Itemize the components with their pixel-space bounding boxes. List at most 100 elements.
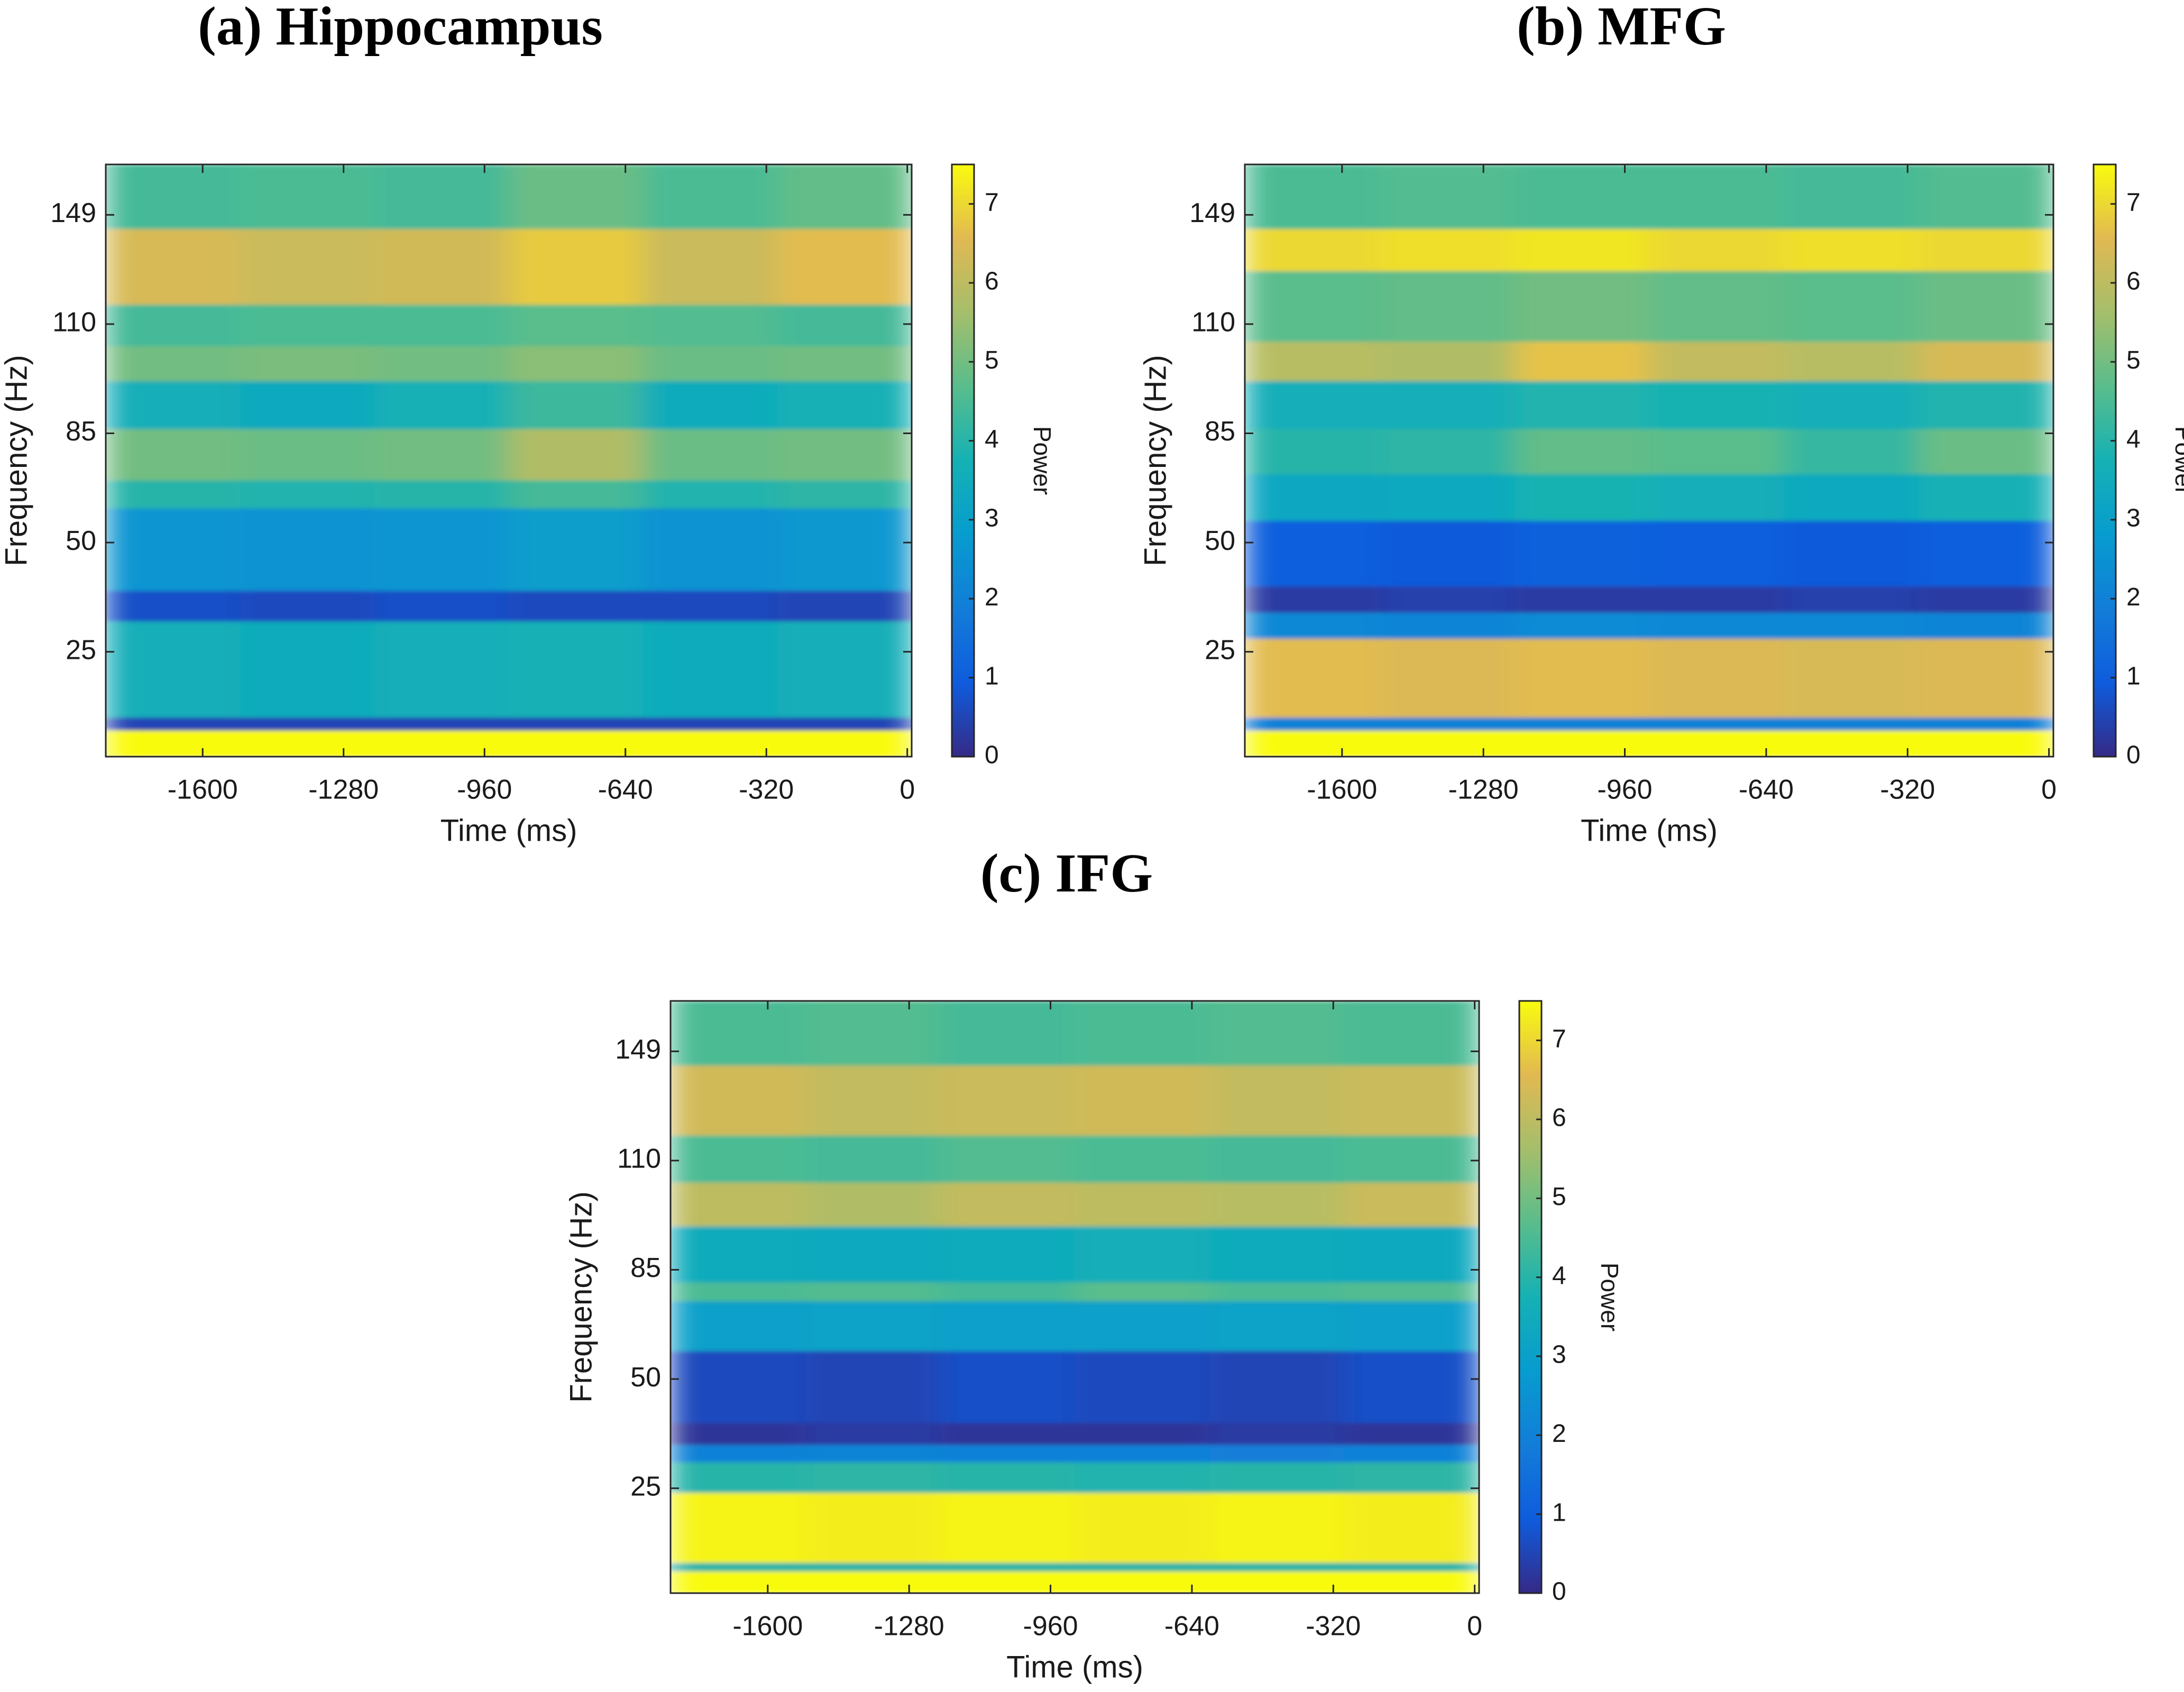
heatmap-cell [1514, 474, 1649, 521]
x-tick-label: -960 [457, 775, 512, 805]
panel-title: (c) IFG [980, 843, 1153, 904]
heatmap-cell [1245, 730, 1380, 757]
heatmap-cell [106, 508, 241, 591]
heatmap-cell [1075, 1065, 1210, 1136]
heatmap-cell [106, 228, 241, 305]
heatmap-cell [509, 228, 644, 305]
heatmap-cell [1379, 638, 1515, 718]
heatmap-cell [671, 1462, 806, 1493]
colorbar-tick-label: 4 [2126, 425, 2141, 453]
heatmap-cell [1784, 717, 1919, 731]
axes-frame [105, 163, 913, 758]
heatmap-cell [509, 304, 644, 346]
heatmap-cell [777, 346, 912, 381]
heatmap-cell [1514, 164, 1649, 229]
heatmap-cell [1514, 271, 1649, 342]
heatmap-cell [805, 1301, 941, 1351]
heatmap-cell [1209, 1301, 1345, 1351]
x-axis-label: Time (ms) [1006, 1650, 1143, 1684]
heatmap-cell [1209, 1562, 1345, 1572]
heatmap-cell [1245, 520, 1380, 587]
heatmap-cell [1919, 586, 2053, 613]
heatmap-cell [240, 508, 375, 591]
colorbar-tick-label: 7 [1552, 1025, 1566, 1053]
heatmap-cell [106, 590, 241, 622]
heatmap-cell [1919, 612, 2053, 639]
heatmap-cell [374, 508, 509, 591]
y-axis-label: Frequency (Hz) [0, 355, 33, 566]
heatmap-cell [374, 590, 509, 622]
x-axis-label: Time (ms) [441, 813, 577, 848]
y-tick-label: 149 [615, 1034, 661, 1065]
heatmap-cell [1075, 1001, 1210, 1066]
heatmap-cell [671, 1422, 806, 1445]
heatmap-cell [1919, 717, 2053, 731]
colorbar-tick-label: 3 [1552, 1341, 1566, 1369]
heatmap-cell [1649, 730, 1784, 757]
x-tick-label: -1600 [168, 775, 238, 805]
heatmap-cell [1075, 1562, 1210, 1572]
heatmap-cell [509, 508, 644, 591]
heatmap-cell [1784, 612, 1919, 639]
heatmap-cell [805, 1001, 941, 1066]
heatmap-cell [777, 730, 912, 757]
heatmap-cell [240, 346, 375, 381]
x-tick-label: -640 [598, 775, 653, 805]
heatmap-cell [1379, 730, 1515, 757]
heatmap-cell [940, 1350, 1075, 1423]
heatmap-cell [1784, 730, 1919, 757]
y-axis-label: Frequency (Hz) [1138, 355, 1172, 566]
heatmap-cell [643, 228, 778, 305]
heatmap-cell [1514, 638, 1649, 718]
heatmap-cell [1649, 586, 1784, 613]
heatmap-cell [106, 621, 241, 718]
colorbar-tick-label: 5 [2126, 346, 2141, 374]
heatmap-cell [1784, 586, 1919, 613]
heatmap-cell [1075, 1462, 1210, 1493]
y-tick-label: 110 [617, 1144, 661, 1174]
colorbar-label: Power [1596, 1263, 1623, 1331]
heatmap-cell [240, 164, 375, 229]
heatmap-cell [777, 429, 912, 481]
colorbar [1518, 1000, 1543, 1594]
colorbar-tick-label: 2 [2126, 583, 2141, 611]
heatmap-cell [374, 381, 509, 429]
heatmap-cell [1344, 1445, 1479, 1463]
heatmap-cell [374, 346, 509, 381]
heatmap-cell [1649, 474, 1784, 521]
heatmap-cell [1075, 1301, 1210, 1351]
heatmap-cell [509, 480, 644, 509]
heatmap-cell [777, 590, 912, 622]
heatmap-cell [777, 228, 912, 305]
heatmap-cell [671, 1135, 806, 1183]
heatmap-cell [1379, 271, 1515, 342]
heatmap-cell [374, 717, 509, 731]
heatmap-cell [1075, 1350, 1210, 1423]
heatmap-cell [1245, 228, 1380, 271]
heatmap-cell [1649, 717, 1784, 731]
heatmap-cell [671, 1226, 806, 1283]
x-tick-label: -320 [1306, 1611, 1361, 1642]
heatmap-cell [1784, 228, 1919, 271]
colorbar-tick-label: 6 [2126, 268, 2141, 296]
heatmap-cell [1649, 381, 1784, 429]
heatmap-cell [1379, 429, 1515, 474]
x-tick-label: 0 [900, 775, 915, 805]
heatmap-cell [1919, 520, 2053, 587]
heatmap-cell [1344, 1135, 1479, 1183]
colorbar-tick-label: 1 [985, 662, 999, 690]
heatmap-cell [1209, 1065, 1345, 1136]
heatmap-cell [1919, 164, 2053, 229]
heatmap-cell [1514, 381, 1649, 429]
heatmap-cell [1919, 429, 2053, 474]
heatmap-cell [1919, 730, 2053, 757]
heatmap-cell [671, 1282, 806, 1302]
heatmap-cell [777, 480, 912, 509]
heatmap-cell [374, 164, 509, 229]
heatmap-cell [1919, 381, 2053, 429]
heatmap-cell [643, 730, 778, 757]
heatmap-cell [374, 304, 509, 346]
heatmap-cell [777, 381, 912, 429]
heatmap-cell [1514, 520, 1649, 587]
